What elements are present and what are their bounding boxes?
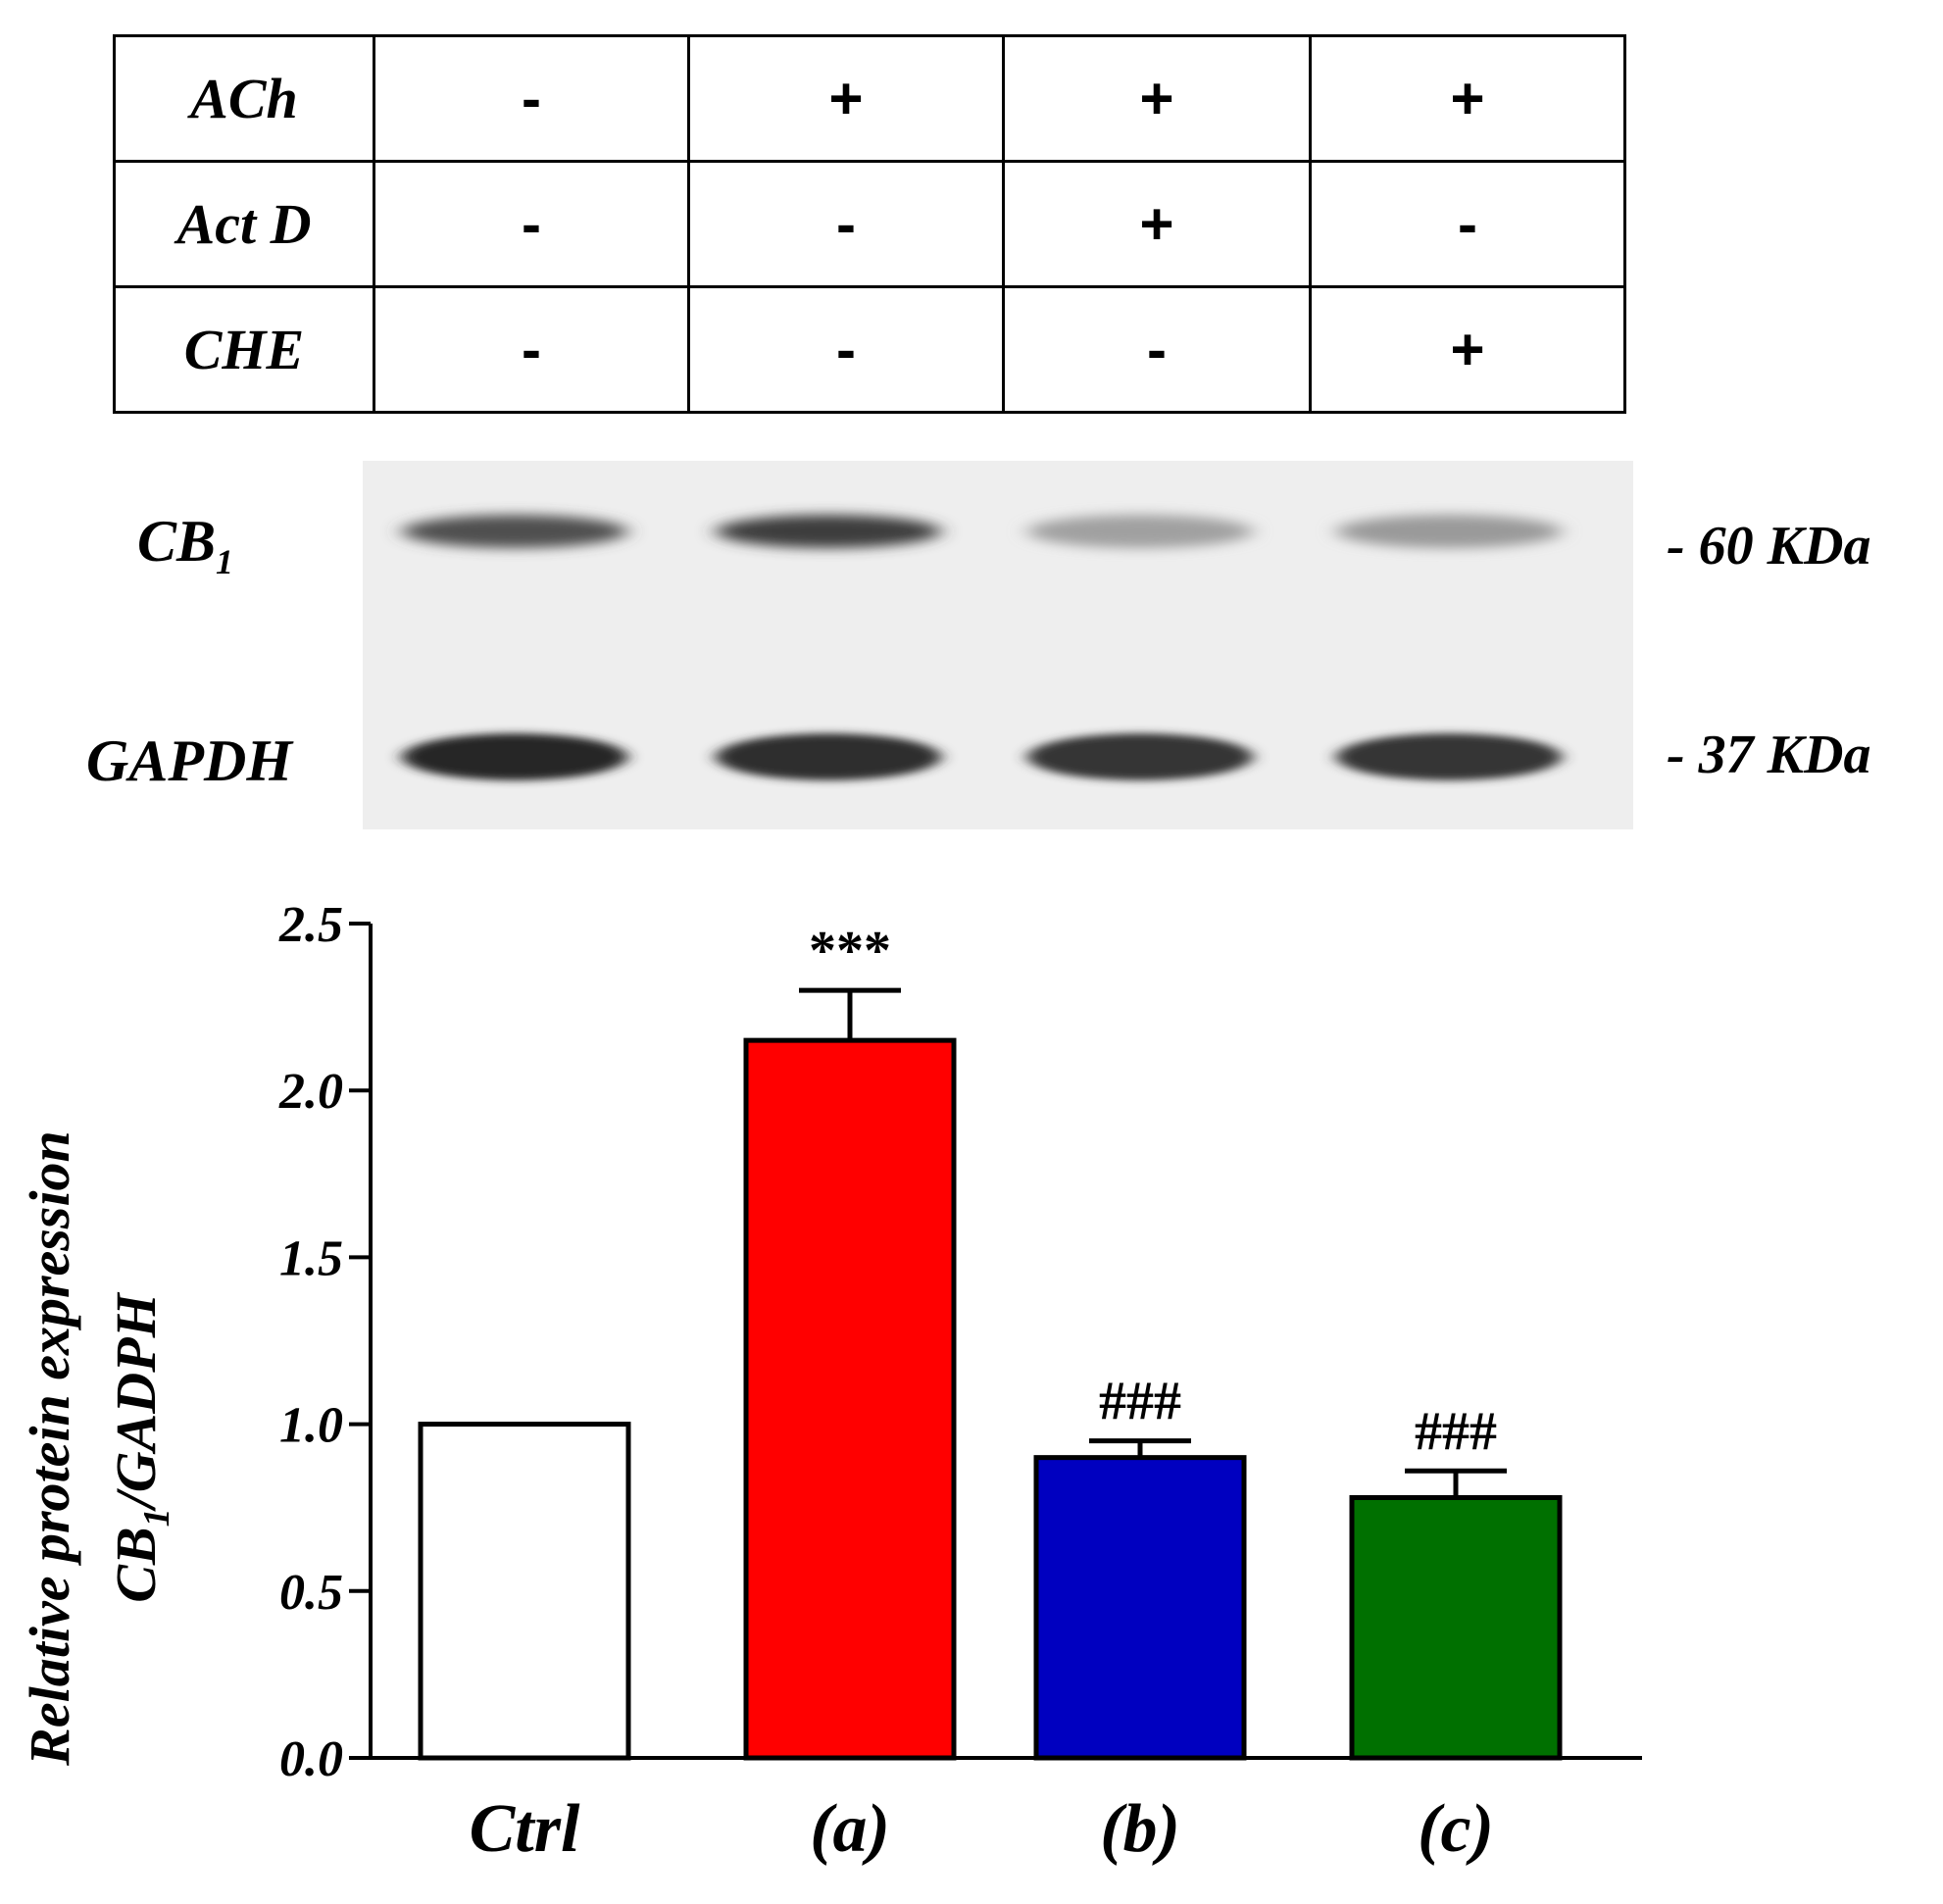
y-tick-label: 0.5	[279, 1565, 343, 1621]
y-axis-title: Relative protein expression CB1/GADPH	[18, 1130, 177, 1767]
gapdh-band	[1027, 733, 1253, 780]
bar-1	[743, 1037, 957, 1761]
treatment-row: ACh - + + +	[113, 34, 1626, 163]
treatment-sign: -	[1309, 160, 1626, 288]
treatment-sign: -	[373, 285, 690, 414]
y-axis-title-line2: CB1/GADPH	[104, 1291, 177, 1602]
treatment-sign: -	[687, 160, 1005, 288]
treatment-sign: -	[373, 160, 690, 288]
bar-2	[1033, 1455, 1247, 1761]
y-tick-label: 0.0	[279, 1731, 343, 1787]
gapdh-band	[402, 733, 627, 780]
treatment-row-label: ACh	[113, 34, 375, 163]
y-axis-title-line1: Relative protein expression	[18, 1130, 81, 1767]
treatment-row-label: Act D	[113, 160, 375, 288]
cb1-band	[716, 515, 941, 548]
cb1-label-sub: 1	[216, 542, 234, 581]
x-category-label: (b)	[1100, 1791, 1180, 1867]
cb1-band	[1336, 515, 1562, 548]
significance-label: ***	[809, 921, 891, 981]
treatment-sign: -	[1002, 285, 1312, 414]
significance-label: ###	[1099, 1372, 1181, 1432]
x-category-label: (a)	[810, 1791, 890, 1867]
gapdh-band	[716, 733, 941, 780]
treatment-sign: +	[1002, 34, 1312, 163]
treatment-sign: +	[1309, 34, 1626, 163]
treatment-sign: +	[1002, 160, 1312, 288]
cb1-band	[402, 515, 627, 548]
treatment-sign: +	[687, 34, 1005, 163]
treatment-row: CHE - - - +	[113, 285, 1626, 414]
bar-3	[1349, 1494, 1563, 1761]
y-tick-label: 2.5	[278, 897, 343, 953]
bar-chart: Relative protein expression CB1/GADPH 0.…	[18, 897, 1642, 1867]
mw-label-37: - 37 KDa	[1667, 725, 1871, 785]
significance-label: ###	[1415, 1401, 1497, 1462]
treatment-sign: -	[687, 285, 1005, 414]
y-tick-label: 2.0	[278, 1064, 343, 1120]
cb1-band	[1027, 515, 1253, 548]
blot-label-gapdh: GAPDH	[86, 728, 292, 793]
x-category-label: Ctrl	[470, 1791, 580, 1867]
treatment-table: ACh - + + + Act D - - + - CHE - - - +	[113, 34, 1626, 414]
bar-0	[418, 1422, 631, 1761]
mw-label-60: - 60 KDa	[1667, 516, 1871, 576]
treatment-row-label: CHE	[113, 285, 375, 414]
treatment-sign: +	[1309, 285, 1626, 414]
y-tick-label: 1.0	[279, 1398, 343, 1454]
treatment-sign: -	[373, 34, 690, 163]
western-blot-image	[363, 461, 1633, 829]
blot-label-cb1: CB1	[137, 508, 233, 582]
y-tick-label: 1.5	[279, 1230, 343, 1286]
gapdh-band	[1336, 733, 1562, 780]
treatment-row: Act D - - + -	[113, 160, 1626, 288]
cb1-label-main: CB	[137, 509, 217, 574]
x-category-label: (c)	[1418, 1791, 1494, 1867]
